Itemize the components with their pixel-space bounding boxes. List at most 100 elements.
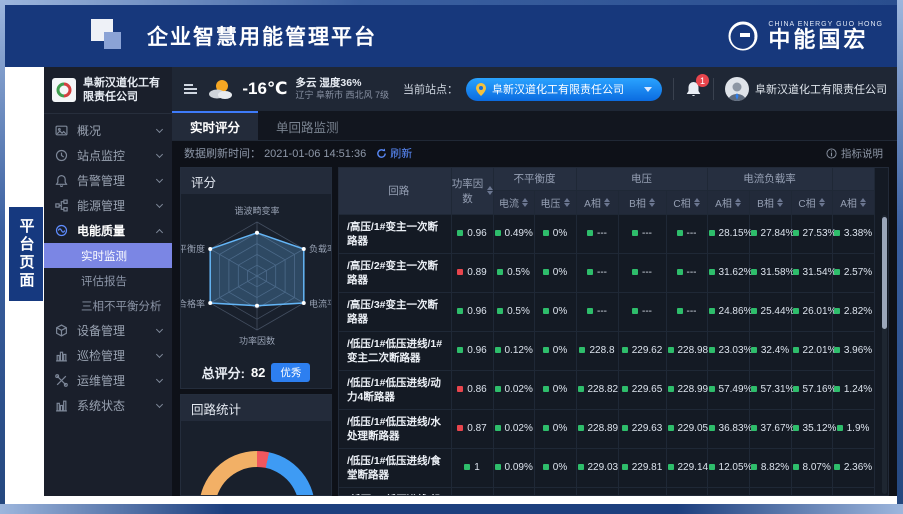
column-subheader[interactable]: 电流: [493, 190, 535, 215]
chevron-down-icon: [155, 200, 164, 209]
sidebar-item-1[interactable]: 概况: [44, 118, 172, 143]
status-dot-icon: [792, 308, 799, 315]
score-panel-title: 评分: [181, 168, 331, 194]
column-subheader[interactable]: C相: [666, 190, 708, 215]
sidebar-item-9[interactable]: 系统状态: [44, 393, 172, 418]
status-dot-icon: [667, 464, 674, 471]
chevron-down-icon: [644, 86, 652, 92]
sort-icon[interactable]: [818, 197, 825, 207]
metric-value: 0.96: [451, 214, 494, 253]
sort-icon[interactable]: [693, 197, 700, 207]
total-score-value: 82: [250, 365, 266, 380]
sort-icon[interactable]: [776, 197, 783, 207]
metric-value: 2.36%: [832, 447, 875, 487]
status-dot-icon: [836, 425, 843, 432]
score-grade-badge: 优秀: [271, 363, 311, 382]
table-row[interactable]: /高压/3#变主一次断路器 0.96 0.5% 0% --- --- --- 24.86% 25…: [339, 291, 875, 331]
sort-icon[interactable]: [734, 197, 741, 207]
sidebar-item-2[interactable]: 站点监控: [44, 143, 172, 168]
column-subheader[interactable]: C相: [791, 190, 833, 215]
column-subheader[interactable]: A相: [707, 190, 750, 215]
sort-icon[interactable]: [486, 186, 493, 196]
company-brand: CHINA ENERGY GUO HONG 中能国宏: [726, 19, 883, 53]
metric-value: 27.53%: [791, 214, 836, 253]
sidebar-item-8[interactable]: 运维管理: [44, 368, 172, 393]
indicator-help-link[interactable]: 指标说明: [826, 146, 883, 161]
sort-icon[interactable]: [603, 197, 610, 207]
column-subheader[interactable]: 电压: [534, 190, 577, 215]
sidebar-subitem-3[interactable]: 三相不平衡分析: [81, 300, 162, 313]
circuit-name[interactable]: /高压/3#变主一次断路器: [339, 291, 452, 331]
sidebar-item-5[interactable]: 电能质量: [44, 218, 172, 243]
status-dot-icon: [667, 386, 674, 393]
tab-1[interactable]: 实时评分: [172, 111, 259, 140]
status-dot-icon: [621, 425, 628, 432]
table-row[interactable]: /低压/1#低压进线/食堂断路器 1 0.09% 0% 229.03 229.81 229.…: [339, 447, 875, 487]
status-dot-icon: [621, 464, 628, 471]
sort-icon[interactable]: [563, 197, 570, 207]
chevron-down-icon: [155, 175, 164, 184]
notifications-button[interactable]: 1: [685, 74, 709, 98]
collapse-menu-icon[interactable]: [184, 84, 197, 94]
circuit-name[interactable]: /低压/1#低压进线/动力4断路器: [339, 369, 452, 409]
circuit-name[interactable]: /低压/1#低压进线/1#变主二次断路器: [339, 330, 452, 370]
user-menu[interactable]: 阜新汉道化工有限责任公司: [725, 77, 887, 101]
metric-value: 8.82%: [749, 447, 792, 487]
guohong-logo-icon: [728, 21, 758, 51]
device-icon: [54, 324, 68, 338]
refresh-button[interactable]: 刷新: [376, 145, 412, 161]
status-dot-icon: [542, 464, 549, 471]
sidebar-item-7[interactable]: 巡检管理: [44, 343, 172, 368]
status-dot-icon: [708, 308, 715, 315]
circuit-name[interactable]: /低压/1#低压进线/水处理断路器: [339, 408, 452, 448]
sidebar-item-6[interactable]: 设备管理: [44, 318, 172, 343]
table-row[interactable]: /低压/1#低压进线/1#变主二次断路器 0.96 0.12% 0% 228.8 229.…: [339, 330, 875, 370]
column-subheader[interactable]: B相: [618, 190, 667, 215]
circuit-name[interactable]: /高压/1#变主一次断路器: [339, 214, 452, 253]
circuit-name[interactable]: /低压/1#低压进线/食堂断路器: [339, 447, 452, 487]
quality-icon: [54, 224, 68, 238]
metric-value: 0.02%: [493, 408, 535, 448]
sort-icon[interactable]: [648, 197, 655, 207]
table-row[interactable]: /高压/2#变主一次断路器 0.89 0.5% 0% --- --- --- 31.62% 31…: [339, 252, 875, 292]
table-row[interactable]: /高压/1#变主一次断路器 0.96 0.49% 0% --- --- --- 28.15% 2…: [339, 214, 875, 253]
table-scrollbar[interactable]: [882, 215, 887, 494]
column-subheader[interactable]: A相: [576, 190, 619, 215]
table-row[interactable]: /低压/1#低压进线/动力4断路器 0.86 0.02% 0% 228.82 229.65…: [339, 369, 875, 409]
sidebar-item-3[interactable]: 告警管理: [44, 168, 172, 193]
status-dot-icon: [750, 269, 757, 276]
circuit-name[interactable]: /高压/2#变主一次断路器: [339, 252, 452, 292]
status-dot-icon: [494, 347, 501, 354]
station-value: 阜新汉道化工有限责任公司: [492, 84, 624, 96]
scrollbar-thumb[interactable]: [882, 217, 887, 329]
status-dot-icon: [457, 230, 464, 237]
sidebar-subitem-1[interactable]: 实时监测: [44, 243, 172, 268]
circuits-table: 回路 功率因数 不平衡度 电压 电流负载率 电流 电压 A相 B相 C相 A相 B相 C相 A相/高压/1…: [339, 168, 875, 495]
sort-icon[interactable]: [859, 197, 866, 207]
table-row[interactable]: /低压/1#低压进线/水处理断路器 0.87 0.02% 0% 228.89 229.63…: [339, 408, 875, 448]
metric-value: 0%: [534, 369, 577, 409]
sort-icon[interactable]: [522, 197, 528, 207]
company-logo-icon: [52, 78, 76, 102]
weather-location: 辽宁 阜新市 西北风 7级: [295, 89, 389, 100]
station-selector[interactable]: 阜新汉道化工有限责任公司: [466, 77, 662, 101]
sidebar-subitem-2[interactable]: 评估报告: [81, 275, 127, 288]
status-dot-icon: [667, 347, 674, 354]
table-row[interactable]: /低压/1#低压进线/机修断路器0.530.21%0%228.75229.822…: [339, 486, 875, 495]
metric-value: 12.05%: [707, 447, 752, 487]
status-dot-icon: [457, 269, 464, 276]
column-header[interactable]: 功率因数: [451, 168, 494, 215]
circuit-name[interactable]: /低压/1#低压进线/机修断路器: [339, 486, 452, 495]
status-dot-icon: [497, 269, 504, 276]
column-subheader[interactable]: A相: [832, 190, 875, 215]
column-subheader[interactable]: B相: [749, 190, 792, 215]
metric-value: 229.03: [576, 447, 619, 487]
tab-2[interactable]: 单回路监测: [276, 121, 339, 135]
column-header[interactable]: 回路: [339, 168, 452, 215]
sidebar-item-4[interactable]: 能源管理: [44, 193, 172, 218]
svg-text:电流平衡: 电流平衡: [309, 298, 332, 309]
status-dot-icon: [457, 425, 464, 432]
metric-value: ---: [618, 291, 667, 331]
avatar: [725, 77, 749, 101]
status-dot-icon: [577, 464, 584, 471]
